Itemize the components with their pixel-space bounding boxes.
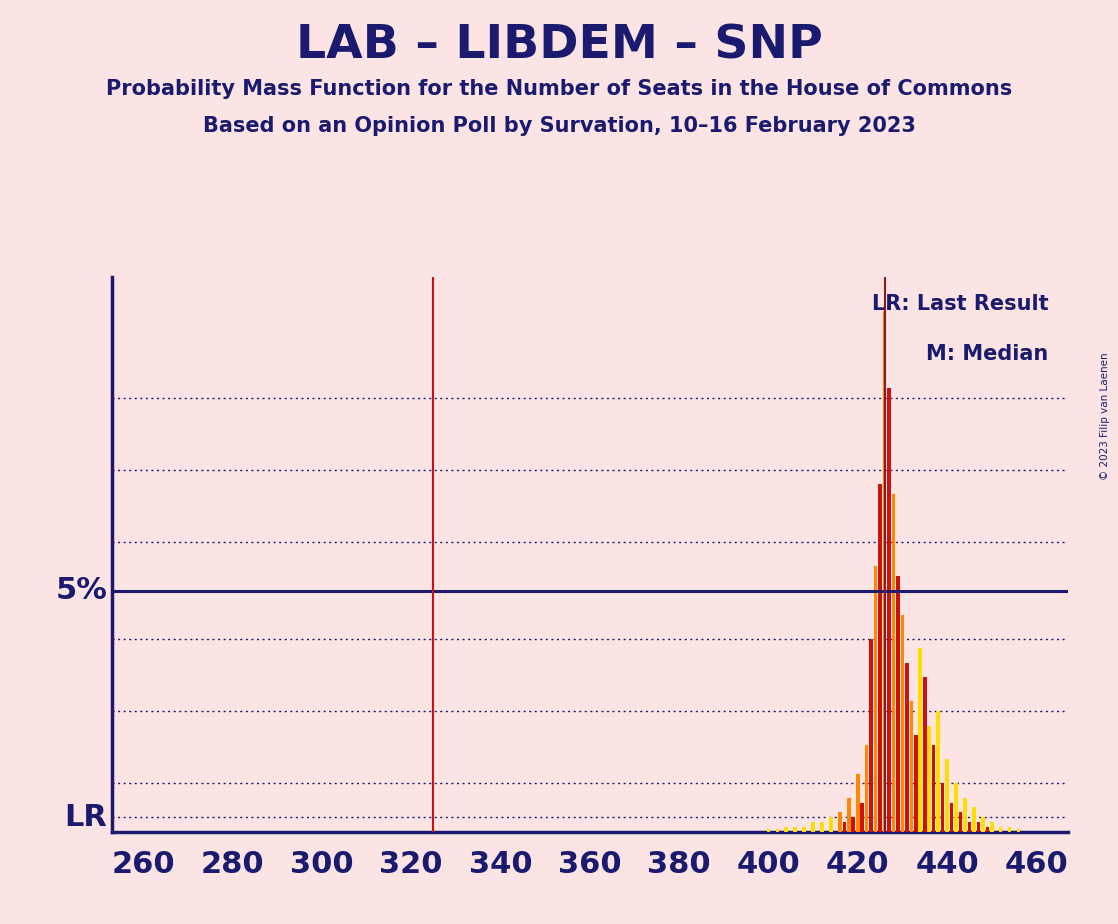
Bar bbox=[874, 566, 878, 832]
Bar bbox=[785, 827, 788, 832]
Bar bbox=[897, 576, 900, 832]
Bar bbox=[767, 829, 770, 832]
Bar bbox=[998, 827, 1003, 832]
Bar bbox=[985, 827, 989, 832]
Text: LR: LR bbox=[64, 803, 107, 832]
Bar bbox=[968, 822, 972, 832]
Bar bbox=[923, 677, 927, 832]
Bar bbox=[937, 711, 940, 832]
Bar bbox=[1007, 827, 1012, 832]
Bar bbox=[821, 822, 824, 832]
Bar bbox=[883, 311, 887, 832]
Bar bbox=[794, 827, 797, 832]
Bar bbox=[941, 784, 945, 832]
Bar bbox=[928, 725, 931, 832]
Bar bbox=[932, 745, 936, 832]
Bar bbox=[964, 797, 967, 832]
Bar bbox=[776, 829, 779, 832]
Bar bbox=[1016, 829, 1021, 832]
Bar bbox=[838, 812, 842, 832]
Bar bbox=[861, 803, 864, 832]
Bar bbox=[803, 827, 806, 832]
Bar bbox=[847, 797, 851, 832]
Bar bbox=[955, 784, 958, 832]
Text: 5%: 5% bbox=[55, 576, 107, 605]
Bar bbox=[906, 663, 909, 832]
Text: M: Median: M: Median bbox=[927, 344, 1049, 364]
Bar bbox=[950, 803, 954, 832]
Text: Based on an Opinion Poll by Survation, 10–16 February 2023: Based on an Opinion Poll by Survation, 1… bbox=[202, 116, 916, 136]
Bar bbox=[865, 745, 869, 832]
Bar bbox=[946, 760, 949, 832]
Bar bbox=[910, 701, 913, 832]
Text: LAB – LIBDEM – SNP: LAB – LIBDEM – SNP bbox=[295, 23, 823, 68]
Text: LR: Last Result: LR: Last Result bbox=[872, 294, 1049, 314]
Bar bbox=[852, 817, 855, 832]
Bar bbox=[976, 822, 980, 832]
Bar bbox=[980, 817, 985, 832]
Bar bbox=[879, 484, 882, 832]
Text: © 2023 Filip van Laenen: © 2023 Filip van Laenen bbox=[1100, 352, 1110, 480]
Bar bbox=[892, 494, 896, 832]
Bar bbox=[901, 614, 904, 832]
Bar bbox=[915, 736, 918, 832]
Text: Probability Mass Function for the Number of Seats in the House of Commons: Probability Mass Function for the Number… bbox=[106, 79, 1012, 99]
Bar bbox=[856, 773, 860, 832]
Bar bbox=[812, 822, 815, 832]
Bar bbox=[830, 817, 833, 832]
Bar bbox=[843, 822, 846, 832]
Bar bbox=[989, 822, 994, 832]
Bar bbox=[959, 812, 963, 832]
Bar bbox=[973, 808, 976, 832]
Bar bbox=[888, 388, 891, 832]
Bar bbox=[870, 638, 873, 832]
Bar bbox=[919, 649, 922, 832]
